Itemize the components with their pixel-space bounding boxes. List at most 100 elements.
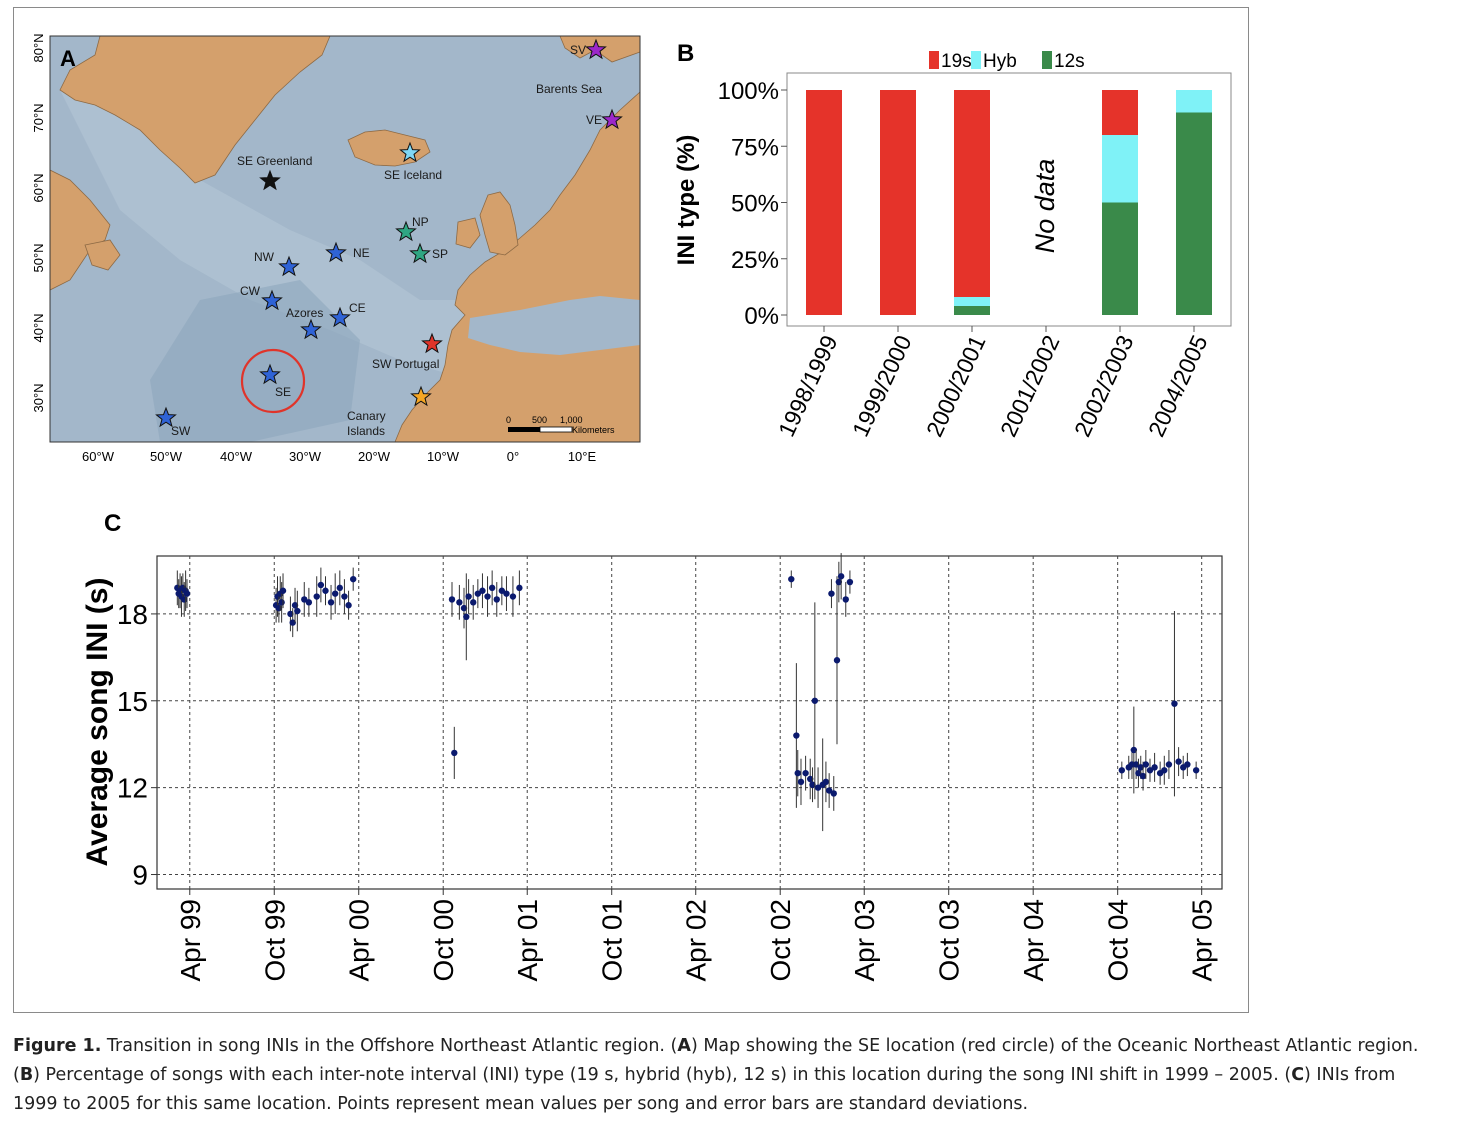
label-barents-sea: Barents Sea	[536, 82, 602, 96]
caption-label: Figure 1.	[13, 1036, 102, 1056]
data-point	[474, 590, 482, 597]
x-tick-label: Oct 04	[1103, 899, 1134, 981]
data-point	[287, 610, 294, 618]
station-star-icon	[399, 141, 421, 163]
legend-label: Hyb	[983, 51, 1017, 72]
station-star-icon	[155, 406, 177, 428]
station-star-icon	[409, 242, 431, 264]
x-tick-label: Oct 99	[259, 899, 290, 981]
data-point	[835, 578, 843, 586]
newfoundland-land	[84, 239, 121, 271]
data-point	[814, 784, 822, 791]
x-tick-label: Oct 03	[934, 899, 965, 981]
x-tick-label: Apr 01	[512, 899, 543, 982]
data-point	[498, 587, 506, 594]
x-tick-label: Apr 00	[344, 899, 375, 982]
label-azores: Azores	[286, 306, 323, 320]
station-star-icon	[259, 169, 281, 191]
data-point	[1139, 772, 1147, 780]
chart-legend: 19s Hyb 12s	[929, 51, 1085, 72]
bar-segment	[954, 297, 990, 306]
lat-label: 60°N	[31, 173, 46, 202]
scale-tick-0: 0	[506, 415, 511, 425]
scale-tick-1000: 1,000	[560, 415, 583, 425]
data-point	[1132, 761, 1140, 768]
y-tick-label: 9	[132, 860, 148, 891]
y-tick-label: 100%	[718, 78, 779, 105]
lon-label: 50°W	[150, 449, 183, 464]
caption-text-4: ) INIs from 1999 to 2005 for this same l…	[13, 1065, 1396, 1114]
station-star-icon	[585, 38, 607, 60]
station-star-icon	[261, 289, 283, 311]
label-se-greenland: SE Greenland	[237, 154, 312, 168]
lat-label: 70°N	[31, 103, 46, 132]
data-point	[294, 607, 301, 615]
lon-label: 60°W	[82, 449, 115, 464]
y-tick-label: 12	[117, 773, 148, 804]
bar-segment	[954, 90, 990, 297]
legend-swatch	[971, 51, 981, 69]
x-tick-label: Apr 05	[1187, 899, 1218, 982]
y-tick-label: 0%	[744, 303, 779, 330]
station-label: CE	[349, 301, 366, 315]
legend-label: 19s	[941, 51, 972, 72]
data-point	[291, 602, 299, 609]
station-label: CW	[240, 284, 261, 298]
y-axis-label: INI type (%)	[673, 135, 700, 266]
data-point	[788, 575, 795, 583]
panel-b-bar-chart: B 19s Hyb 12s 0% 25% 50% 75% 100% INI type (%)…	[673, 40, 1232, 441]
data-point	[275, 604, 283, 612]
category-label: 2004/2005	[1143, 331, 1213, 441]
station-label: NE	[353, 246, 370, 260]
station-star-icon	[410, 385, 432, 407]
station-label: SE	[275, 385, 291, 399]
data-point	[349, 575, 357, 583]
station-star-icon	[421, 332, 443, 354]
y-tick-label: 50%	[731, 191, 779, 218]
data-point	[516, 584, 523, 592]
data-point	[833, 657, 841, 664]
panel-c-scatter-chart: C 9 12 15 18 Apr 99 Oct 99 Apr 00 Oct 00 Apr 01 O…	[81, 510, 1223, 982]
data-point	[278, 599, 285, 606]
data-point	[797, 778, 805, 786]
data-point	[825, 787, 833, 794]
bar-segment	[1102, 135, 1138, 203]
lon-label: 40°W	[220, 449, 253, 464]
data-point	[183, 590, 191, 597]
europe-africa-land	[394, 91, 640, 442]
station-label: SV	[570, 43, 586, 57]
caption-ref-c: C	[1291, 1065, 1305, 1085]
bar-segment	[880, 90, 916, 315]
x-tick-label: Oct 00	[428, 899, 459, 981]
station-label: VE	[586, 113, 602, 127]
station-star-icon	[329, 306, 351, 328]
data-point	[807, 775, 814, 783]
data-point	[341, 593, 348, 600]
caption-ref-b: B	[19, 1065, 34, 1085]
station-star-icon	[278, 255, 300, 277]
station-star-icon	[300, 318, 322, 340]
data-point	[463, 613, 470, 621]
station-star-icon	[259, 363, 281, 385]
station-star-icon	[325, 241, 347, 263]
scatter-plot-area	[156, 555, 1223, 890]
station-star-icon	[395, 220, 417, 242]
data-point	[1130, 746, 1138, 754]
data-point	[1184, 761, 1191, 768]
data-point	[830, 790, 837, 797]
data-point	[289, 619, 296, 626]
category-label: 2002/2003	[1069, 331, 1139, 441]
data-point	[317, 581, 325, 589]
map-border	[49, 35, 641, 443]
data-point	[460, 604, 468, 612]
station-label: SP	[432, 247, 448, 261]
no-data-annotation: No data	[1030, 159, 1060, 254]
station-star-icon	[601, 108, 623, 130]
data-point	[1118, 767, 1126, 774]
greenland-land	[59, 36, 331, 184]
bar-segment	[1176, 112, 1212, 315]
lon-label: 20°W	[358, 449, 391, 464]
lat-label: 50°N	[31, 243, 46, 272]
data-point	[842, 596, 849, 603]
data-point	[1171, 700, 1178, 707]
